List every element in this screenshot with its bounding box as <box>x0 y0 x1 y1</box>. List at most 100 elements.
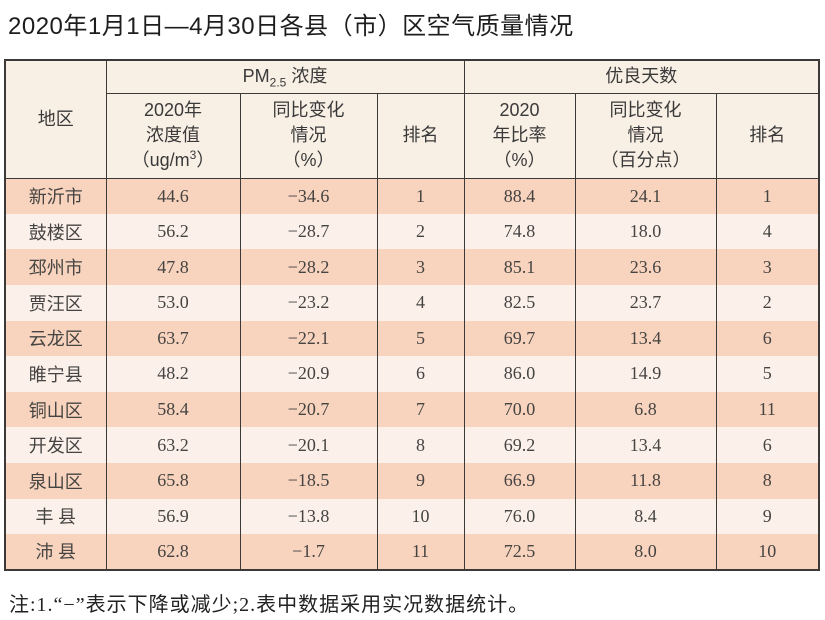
cell-good_rank: 1 <box>715 178 820 214</box>
cell-good_rank: 2 <box>715 284 820 321</box>
table-row: 丰 县 56.9 −13.8 10 76.0 8.4 9 <box>4 498 820 535</box>
cell-region: 新沂市 <box>4 178 107 214</box>
cell-pm_rank: 6 <box>376 356 465 392</box>
cell-pm_change: −18.5 <box>239 462 378 499</box>
page-title: 2020年1月1日—4月30日各县（市）区空气质量情况 <box>8 13 574 40</box>
cell-good_ratio: 66.9 <box>463 462 576 499</box>
table-row: 新沂市 44.6 −34.6 1 88.4 24.1 1 <box>4 178 820 214</box>
col-header-good-change: 同比变化 情况 （百分点） <box>574 92 717 179</box>
cell-pm_change: −1.7 <box>239 534 378 570</box>
cell-region: 鼓楼区 <box>4 213 107 250</box>
cell-good_rank: 11 <box>715 391 820 428</box>
cell-region: 贾汪区 <box>4 284 107 321</box>
cell-pm_value: 44.6 <box>105 178 241 214</box>
sub-header-row: 2020年浓度值 （ug/m3） 同比变化 情况 （%） 排名 2020 年比率 … <box>5 92 820 179</box>
cell-pm_value: 62.8 <box>105 534 241 570</box>
cell-pm_change: −23.2 <box>239 284 378 321</box>
col-group-pm25-concentration: PM2.5 浓度 <box>105 59 465 94</box>
cell-pm_change: −20.1 <box>239 427 378 463</box>
cell-good_change: 14.9 <box>574 356 717 392</box>
cell-pm_change: −22.1 <box>239 320 378 357</box>
col-header-good-ratio: 2020 年比率 （%） <box>463 92 576 179</box>
table-row: 沛 县 62.8 −1.7 11 72.5 8.0 10 <box>4 534 820 570</box>
group-header-row: 地区 PM2.5 浓度 优良天数 <box>4 59 820 179</box>
cell-region: 邳州市 <box>4 249 107 285</box>
cell-region: 睢宁县 <box>4 356 107 392</box>
cell-good_change: 23.6 <box>574 249 717 285</box>
cell-good_change: 8.0 <box>574 534 717 570</box>
col-header-pm-change: 同比变化 情况 （%） <box>239 92 378 179</box>
cell-pm_change: −34.6 <box>239 178 378 214</box>
cell-good_rank: 8 <box>715 462 820 499</box>
cell-good_rank: 6 <box>715 427 820 463</box>
air-quality-table: 地区 PM2.5 浓度 优良天数 2020年 浓度值 （ug/m3） 同比变化 情况… <box>4 59 821 571</box>
cell-pm_change: −20.9 <box>239 356 378 392</box>
cell-good_rank: 10 <box>715 534 820 570</box>
cell-good_rank: 6 <box>715 320 820 357</box>
cell-pm_rank: 3 <box>376 249 465 285</box>
cell-good_rank: 5 <box>715 356 820 392</box>
cell-region: 丰 县 <box>4 498 107 535</box>
pm25-prefix: PM <box>242 66 270 87</box>
cell-pm_rank: 5 <box>376 320 465 357</box>
pm25-subscript: 2.5 <box>269 75 287 90</box>
cell-pm_rank: 9 <box>376 462 465 499</box>
cell-good_ratio: 74.8 <box>463 213 576 250</box>
cell-pm_value: 63.7 <box>105 320 241 357</box>
table-header: 地区 PM2.5 浓度 优良天数 2020年浓度值 （ug/m3） 同比变化 情况… <box>4 59 820 179</box>
table-row: 鼓楼区 56.2 −28.7 2 74.8 18.0 4 <box>4 213 820 250</box>
cell-pm_value: 58.4 <box>105 391 241 428</box>
pm-value-unit-open: （ug/m <box>131 150 190 171</box>
cell-pm_change: −28.2 <box>239 249 378 285</box>
cell-pm_value: 48.2 <box>105 356 241 392</box>
table-row: 开发区 63.2 −20.1 8 69.2 13.4 6 <box>4 427 820 463</box>
cell-good_change: 13.4 <box>574 320 717 357</box>
cell-good_rank: 9 <box>715 498 820 535</box>
table-row: 邳州市 47.8 −28.2 3 85.1 23.6 3 <box>4 249 820 285</box>
cell-pm_rank: 2 <box>376 213 465 250</box>
cell-region: 泉山区 <box>4 462 107 499</box>
cell-pm_value: 53.0 <box>105 284 241 321</box>
col-header-pm-value: 2020年浓度值 （ug/m3） <box>105 92 241 179</box>
cell-pm_change: −20.7 <box>239 391 378 428</box>
pm-value-line1: 2020年 <box>143 99 203 120</box>
cell-pm_rank: 10 <box>376 498 465 535</box>
cell-pm_value: 47.8 <box>105 249 241 285</box>
table-row: 睢宁县 48.2 −20.9 6 86.0 14.9 5 <box>4 356 820 392</box>
cell-good_change: 18.0 <box>574 213 717 250</box>
cell-pm_rank: 8 <box>376 427 465 463</box>
cell-good_ratio: 86.0 <box>463 356 576 392</box>
cell-pm_value: 65.8 <box>105 462 241 499</box>
table-body: 新沂市 44.6 −34.6 1 88.4 24.1 1 鼓楼区 56.2 −28.7 2 74.8 1… <box>4 178 820 570</box>
footnote: 注:1.“−”表示下降或减少;2.表中数据采用实况数据统计。 <box>9 593 530 616</box>
cell-good_change: 6.8 <box>574 391 717 428</box>
cell-pm_change: −28.7 <box>239 213 378 250</box>
cell-region: 沛 县 <box>4 534 107 570</box>
cell-good_rank: 3 <box>715 249 820 285</box>
cell-good_ratio: 85.1 <box>463 249 576 285</box>
pm25-suffix: 浓度 <box>286 66 328 87</box>
cell-good_ratio: 72.5 <box>463 534 576 570</box>
table-row: 泉山区 65.8 −18.5 9 66.9 11.8 8 <box>4 462 820 499</box>
cell-pm_value: 63.2 <box>105 427 241 463</box>
cell-good_change: 8.4 <box>574 498 717 535</box>
col-header-region: 地区 <box>4 59 107 179</box>
cell-good_ratio: 88.4 <box>463 178 576 214</box>
cell-good_ratio: 70.0 <box>463 391 576 428</box>
pm-value-unit-close: ） <box>196 150 215 171</box>
cell-region: 铜山区 <box>4 391 107 428</box>
col-header-good-rank: 排名 <box>715 92 820 179</box>
cell-pm_rank: 1 <box>376 178 465 214</box>
table-row: 铜山区 58.4 −20.7 7 70.0 6.8 11 <box>4 391 820 428</box>
cell-pm_value: 56.9 <box>105 498 241 535</box>
cell-good_ratio: 69.7 <box>463 320 576 357</box>
cell-good_ratio: 69.2 <box>463 427 576 463</box>
col-group-good-days: 优良天数 <box>463 59 820 94</box>
pm-value-unit-sup: 3 <box>189 148 197 163</box>
cell-good_ratio: 76.0 <box>463 498 576 535</box>
cell-pm_change: −13.8 <box>239 498 378 535</box>
cell-pm_value: 56.2 <box>105 213 241 250</box>
cell-good_ratio: 82.5 <box>463 284 576 321</box>
pm-value-line2: 浓度值 <box>146 125 200 146</box>
